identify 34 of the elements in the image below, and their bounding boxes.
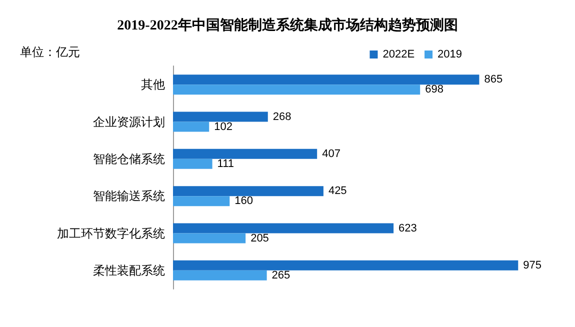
legend-label: 2022E xyxy=(382,48,415,60)
y-tick-label: 智能输送系统 xyxy=(93,189,165,204)
bar xyxy=(173,112,268,122)
data-label: 102 xyxy=(214,120,232,133)
data-label: 407 xyxy=(322,148,340,160)
data-label: 205 xyxy=(250,232,269,244)
bar xyxy=(173,186,324,196)
bar xyxy=(173,233,246,244)
data-label: 975 xyxy=(523,259,542,272)
bar xyxy=(173,148,318,159)
text: 单位：亿元 xyxy=(20,45,80,59)
bar xyxy=(173,196,230,206)
data-label: 623 xyxy=(398,222,417,234)
data-label: 111 xyxy=(217,158,234,170)
data-label: 425 xyxy=(328,185,347,198)
data-label: 265 xyxy=(272,269,290,282)
bar xyxy=(173,158,212,169)
y-tick-label: 智能仓储系统 xyxy=(93,152,165,166)
bar xyxy=(173,84,420,95)
data-label: 698 xyxy=(425,84,444,96)
chart-title: 2019-2022年中国智能制造系统集成市场结构趋势预测图 xyxy=(117,16,458,34)
bar xyxy=(173,260,518,270)
y-tick-label: 加工环节数字化系统 xyxy=(57,226,165,240)
y-tick-label: 其他 xyxy=(141,78,165,92)
data-label: 268 xyxy=(272,110,292,123)
bar xyxy=(173,223,394,234)
y-tick-label: 柔性装配系统 xyxy=(93,263,165,278)
bar xyxy=(173,74,480,85)
bar xyxy=(173,122,210,132)
data-label: 865 xyxy=(484,74,503,86)
data-label: 160 xyxy=(234,195,253,208)
legend-label: 2019 xyxy=(438,48,462,60)
y-tick-label: 企业资源计划 xyxy=(93,114,165,129)
bar xyxy=(173,270,267,280)
